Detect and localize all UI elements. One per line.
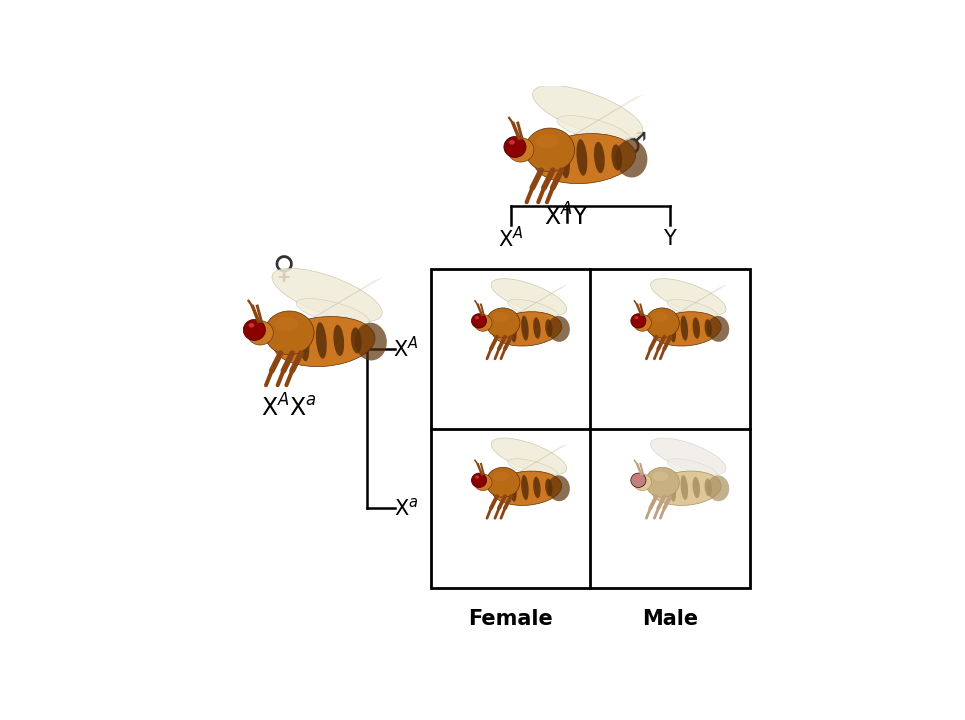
Text: X$^A$X$^a$: X$^A$X$^a$ (484, 543, 537, 568)
Ellipse shape (474, 315, 492, 331)
Text: X$^a$Y: X$^a$Y (649, 544, 691, 567)
Ellipse shape (475, 316, 479, 319)
Ellipse shape (651, 312, 721, 346)
Ellipse shape (633, 315, 651, 331)
Ellipse shape (704, 479, 712, 496)
Ellipse shape (247, 320, 273, 345)
Ellipse shape (510, 314, 516, 343)
Ellipse shape (693, 318, 700, 339)
Ellipse shape (243, 320, 265, 341)
Text: ♀: ♀ (273, 255, 295, 284)
Ellipse shape (707, 316, 730, 342)
Text: X$^a$: X$^a$ (394, 498, 418, 519)
Ellipse shape (296, 299, 370, 326)
Text: Female: Female (468, 608, 553, 629)
Text: ♂: ♂ (620, 130, 647, 159)
Ellipse shape (680, 315, 688, 341)
Ellipse shape (508, 300, 558, 318)
Ellipse shape (650, 279, 726, 315)
Ellipse shape (667, 459, 717, 478)
Text: X$^A$X$^A$: X$^A$X$^A$ (483, 384, 538, 409)
Ellipse shape (534, 318, 540, 339)
Ellipse shape (272, 269, 382, 322)
Ellipse shape (534, 134, 636, 184)
Ellipse shape (680, 475, 688, 500)
Ellipse shape (249, 323, 255, 328)
Ellipse shape (536, 134, 559, 148)
Ellipse shape (548, 316, 570, 342)
Text: X$^A$Y: X$^A$Y (544, 203, 589, 230)
Ellipse shape (264, 311, 314, 355)
Ellipse shape (634, 475, 639, 479)
Ellipse shape (475, 475, 479, 479)
Ellipse shape (525, 128, 574, 171)
Ellipse shape (510, 140, 515, 145)
Ellipse shape (593, 142, 605, 173)
Ellipse shape (545, 479, 553, 496)
Ellipse shape (493, 312, 509, 322)
Text: X$^A$: X$^A$ (498, 226, 523, 251)
Ellipse shape (486, 467, 520, 498)
Bar (430, 269, 750, 588)
Ellipse shape (472, 314, 486, 328)
Ellipse shape (521, 315, 529, 341)
Ellipse shape (333, 325, 345, 356)
Ellipse shape (491, 438, 566, 474)
Text: X$^A$X$^a$: X$^A$X$^a$ (262, 395, 317, 421)
Ellipse shape (508, 459, 558, 478)
Ellipse shape (486, 308, 520, 338)
Ellipse shape (491, 279, 566, 315)
Ellipse shape (633, 474, 651, 490)
Ellipse shape (559, 137, 570, 179)
Ellipse shape (669, 314, 676, 343)
Text: X$^A$Y: X$^A$Y (648, 384, 691, 409)
Ellipse shape (492, 312, 562, 346)
Ellipse shape (548, 475, 570, 501)
Ellipse shape (521, 475, 529, 500)
Text: Y: Y (664, 229, 676, 249)
Ellipse shape (316, 322, 327, 359)
Ellipse shape (504, 137, 526, 158)
Ellipse shape (612, 145, 622, 171)
Ellipse shape (669, 473, 676, 502)
Ellipse shape (557, 116, 630, 143)
Ellipse shape (652, 472, 669, 481)
Ellipse shape (508, 138, 534, 162)
Ellipse shape (493, 472, 509, 481)
Text: X$^A$: X$^A$ (393, 336, 419, 361)
Ellipse shape (650, 438, 726, 474)
Ellipse shape (534, 477, 540, 498)
Ellipse shape (631, 314, 646, 328)
Ellipse shape (667, 300, 717, 318)
Ellipse shape (492, 471, 562, 505)
Ellipse shape (545, 319, 553, 337)
Text: Male: Male (642, 608, 698, 629)
Ellipse shape (651, 471, 721, 505)
Ellipse shape (576, 139, 588, 176)
Ellipse shape (474, 474, 492, 490)
Ellipse shape (646, 308, 679, 338)
Ellipse shape (704, 319, 712, 337)
Ellipse shape (273, 317, 375, 366)
Ellipse shape (646, 467, 679, 498)
Ellipse shape (275, 317, 298, 331)
Ellipse shape (533, 86, 643, 139)
Ellipse shape (631, 473, 646, 487)
Ellipse shape (355, 323, 387, 361)
Ellipse shape (634, 316, 639, 319)
Ellipse shape (693, 477, 700, 498)
Ellipse shape (510, 473, 516, 502)
Ellipse shape (707, 475, 730, 501)
Ellipse shape (616, 140, 648, 178)
Ellipse shape (351, 328, 362, 354)
Ellipse shape (652, 312, 669, 322)
Ellipse shape (472, 473, 486, 487)
Ellipse shape (298, 320, 310, 361)
